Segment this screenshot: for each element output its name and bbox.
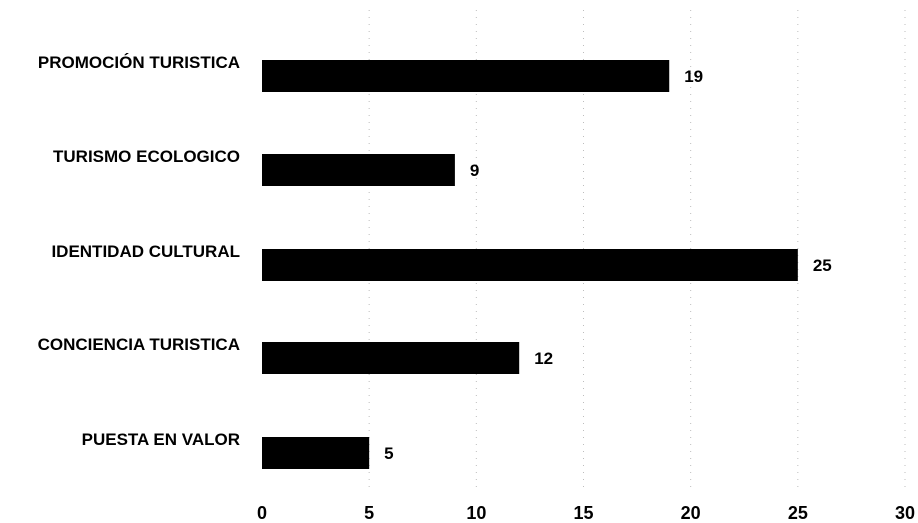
- bar-1: [262, 60, 670, 92]
- bar-3: [262, 249, 798, 281]
- bar-2: [262, 154, 455, 186]
- x-tick-label-0: 0: [257, 503, 267, 523]
- value-label-3: 25: [813, 256, 832, 275]
- value-label-1: 19: [684, 67, 703, 86]
- value-label-4: 12: [534, 349, 553, 368]
- bar-5: [262, 437, 370, 469]
- x-tick-label-25: 25: [788, 503, 808, 523]
- bar-4: [262, 342, 520, 374]
- chart-gridlines: [368, 10, 906, 490]
- chart-category-labels: PROMOCIÓN TURISTICA TURISMO ECOLOGICO IDEN…: [38, 53, 240, 449]
- category-label-2: TURISMO ECOLOGICO: [53, 147, 240, 166]
- category-label-4: CONCIENCIA TURISTICA: [38, 335, 240, 354]
- x-tick-label-5: 5: [364, 503, 374, 523]
- category-label-5: PUESTA EN VALOR: [82, 430, 240, 449]
- category-label-1: PROMOCIÓN TURISTICA: [38, 53, 240, 72]
- x-tick-label-15: 15: [573, 503, 593, 523]
- value-label-2: 9: [470, 161, 479, 180]
- chart-x-axis-ticks: 0 5 10 15 20 25 30: [257, 503, 915, 523]
- category-label-3: IDENTIDAD CULTURAL: [51, 242, 240, 261]
- x-tick-label-30: 30: [895, 503, 915, 523]
- x-tick-label-20: 20: [681, 503, 701, 523]
- chart-value-labels: 19 9 25 12 5: [384, 67, 832, 463]
- value-label-5: 5: [384, 444, 393, 463]
- x-tick-label-10: 10: [466, 503, 486, 523]
- chart-bars: [262, 60, 798, 469]
